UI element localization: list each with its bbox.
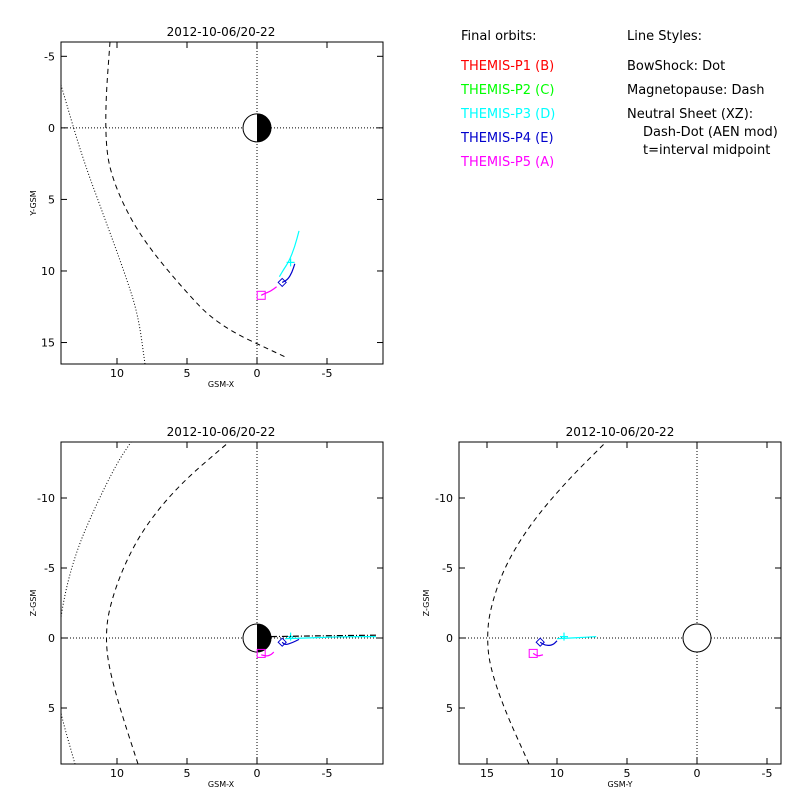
y-tick-label: 5: [446, 702, 453, 715]
legend-orbits-title: Final orbits:: [461, 29, 537, 44]
y-tick-label: -5: [44, 562, 55, 575]
x-tick-label: 15: [480, 767, 494, 780]
orbit-line-2: [532, 652, 544, 657]
bowshock-line: [61, 442, 132, 764]
legend-final-orbits: Final orbits: THEMIS-P1 (B) THEMIS-P2 (C…: [460, 29, 555, 170]
orbit-line-0: [284, 636, 376, 640]
y-tick-label: -5: [442, 562, 453, 575]
panel-xz-plane: 2012-10-06/20-22 GSM-X Z-GSM 10 5 0 -5 5 0 -5 -…: [29, 425, 384, 789]
y-tick-label: 0: [48, 632, 55, 645]
plot-area: [459, 442, 781, 764]
orbit-marker-square: [256, 648, 266, 658]
orbit-line-1: [281, 263, 296, 283]
earth-night-side: [257, 624, 271, 652]
x-tick-label: 10: [110, 367, 124, 380]
legend-orbit-p5: THEMIS-P5 (A): [460, 155, 554, 170]
panel-yz-title: 2012-10-06/20-22: [566, 425, 675, 439]
legend-orbit-p1: THEMIS-P1 (B): [460, 59, 554, 74]
magnetopause-line: [106, 442, 230, 764]
x-tick-label: 10: [550, 767, 564, 780]
y-tick-label: -10: [435, 492, 453, 505]
legend-style-bowshock: BowShock: Dot: [627, 59, 725, 74]
orbit-marker-diamond: [277, 277, 287, 288]
y-tick-label: 10: [41, 265, 55, 278]
legend-style-magnetopause: Magnetopause: Dash: [627, 83, 764, 98]
panel-yz-plane: 2012-10-06/20-22 GSM-Y Z-GSM 15 10 5 0 -5 5 0 -…: [422, 425, 782, 789]
y-tick-label: 5: [48, 702, 55, 715]
orbit-marker-diamond: [277, 637, 287, 647]
panel-yz-xlabel: GSM-Y: [607, 780, 632, 789]
panel-xy-frame: [60, 41, 384, 365]
y-tick-label: -5: [44, 50, 55, 63]
panel-xz-xlabel: GSM-X: [208, 780, 235, 789]
x-tick-label: -5: [322, 767, 333, 780]
panel-yz-ylabel: Z-GSM: [422, 590, 431, 617]
earth-circle: [682, 623, 712, 653]
orbit-line-1: [281, 638, 300, 645]
orbit-marker-diamond: [535, 637, 545, 647]
legend-line-styles: Line Styles: BowShock: Dot Magnetopause:…: [627, 29, 778, 158]
bowshock-line: [61, 84, 146, 364]
x-tick-label: 5: [184, 767, 191, 780]
plot-area: [61, 42, 383, 364]
x-tick-label: 5: [624, 767, 631, 780]
panel-xz-ylabel: Z-GSM: [29, 590, 38, 617]
y-tick-label: 5: [48, 193, 55, 206]
x-tick-label: 0: [254, 367, 261, 380]
orbit-line-0: [278, 230, 300, 278]
y-tick-label: 15: [41, 337, 55, 350]
orbit-marker-square: [256, 290, 266, 300]
x-tick-label: 10: [110, 767, 124, 780]
orbit-marker-square: [528, 648, 538, 658]
panel-xy-title: 2012-10-06/20-22: [167, 25, 276, 39]
legend-style-neutral-sheet: Neutral Sheet (XZ):: [627, 107, 753, 122]
x-tick-label: 0: [254, 767, 261, 780]
legend-style-dash-dot: Dash-Dot (AEN mod): [643, 125, 778, 140]
legend-orbit-p4: THEMIS-P4 (E): [460, 131, 554, 146]
magnetopause-line: [105, 42, 286, 358]
orbit-line-0: [556, 636, 597, 640]
panel-xz-frame: [60, 441, 384, 765]
earth-night-side: [257, 113, 271, 142]
y-tick-label: 0: [446, 632, 453, 645]
legend-styles-title: Line Styles:: [627, 29, 702, 44]
orbit-line-2: [260, 286, 277, 296]
panel-xy-plane: 2012-10-06/20-22 GSM-X Y-GSM 10 5 0 -5 -5 0 5 1…: [29, 25, 384, 389]
y-tick-label: 0: [48, 122, 55, 135]
orbit-line-1: [539, 640, 558, 647]
plot-area: [61, 442, 383, 764]
legend-orbit-p2: THEMIS-P2 (C): [460, 83, 554, 98]
panel-xy-ylabel: Y-GSM: [29, 190, 38, 216]
x-tick-label: -5: [762, 767, 773, 780]
x-tick-label: 0: [694, 767, 701, 780]
orbit-line-3: [270, 634, 377, 638]
x-tick-label: 5: [184, 367, 191, 380]
legend-style-midpoint: t=interval midpoint: [643, 143, 770, 158]
magnetopause-line: [487, 442, 607, 764]
orbit-line-2: [261, 651, 275, 657]
panel-xz-title: 2012-10-06/20-22: [167, 425, 276, 439]
legend-orbit-p3: THEMIS-P3 (D): [460, 107, 555, 122]
y-tick-label: -10: [37, 492, 55, 505]
panel-xy-xlabel: GSM-X: [208, 380, 235, 389]
panel-yz-frame: [458, 441, 782, 765]
x-tick-label: -5: [322, 367, 333, 380]
